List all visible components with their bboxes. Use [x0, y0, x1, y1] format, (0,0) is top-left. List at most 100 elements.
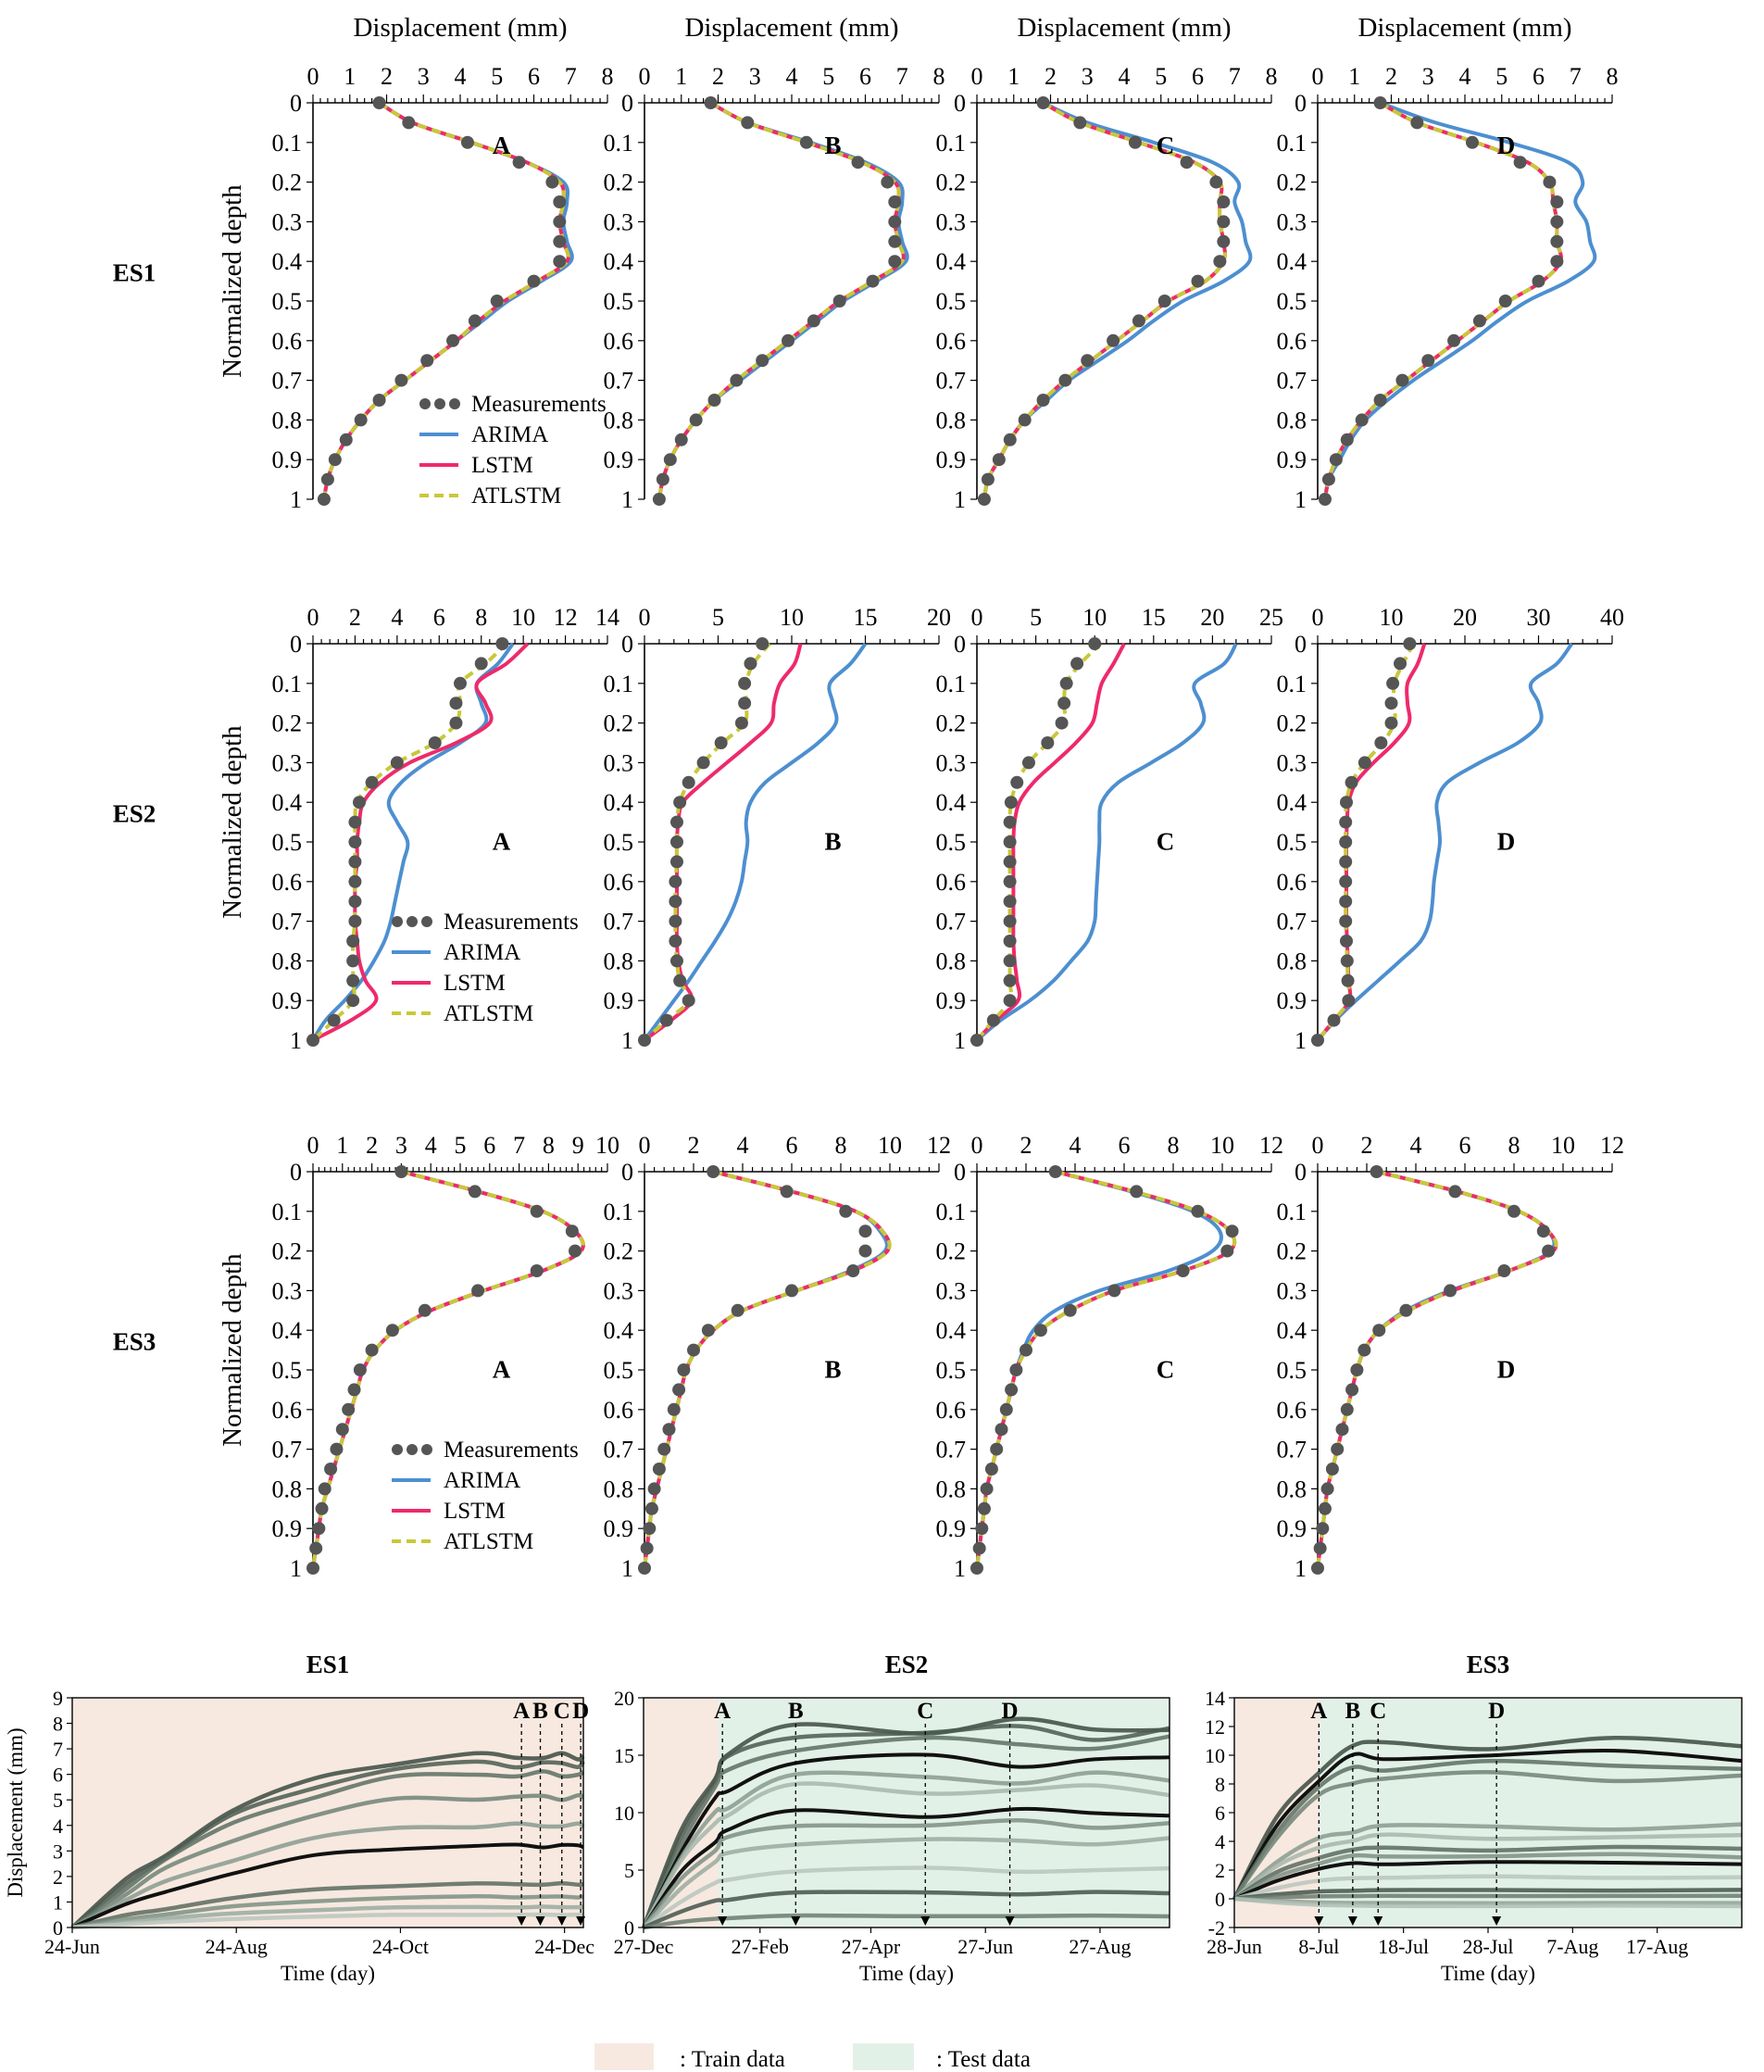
- measurement-point: [1009, 1363, 1023, 1376]
- measurement-point: [659, 1013, 673, 1027]
- measurement-point: [701, 1324, 715, 1337]
- x-tick-label: 0: [1312, 1132, 1324, 1159]
- measurement-point: [977, 1501, 991, 1515]
- measurement-point: [553, 195, 567, 208]
- y-tick-label: 0.1: [272, 671, 303, 697]
- profile-panel-es3-b: 0 2 4 6 8 10 12 0 0.1 0.2 0.3 0.4 0.5 0.6 0.7 0.8 0.9 1 B: [604, 1132, 952, 1582]
- y-tick-label: 0: [1295, 90, 1307, 117]
- measurement-point: [1313, 1541, 1327, 1555]
- measurement-point: [799, 135, 813, 149]
- y-tick-label: 0.6: [272, 869, 303, 896]
- measurement-point: [673, 796, 687, 810]
- marker-label: A: [513, 1699, 530, 1724]
- y-tick-label: 0.6: [936, 1397, 967, 1424]
- measurement-point: [1058, 373, 1072, 387]
- x-tick-label: 3: [1082, 63, 1094, 90]
- arima-line: [657, 101, 909, 500]
- measurement-point: [1041, 736, 1055, 749]
- x-tick-label: 15: [1142, 604, 1166, 631]
- y-tick-label: 0.4: [272, 789, 303, 816]
- measurement-point: [1339, 835, 1353, 848]
- measurement-point: [1403, 637, 1417, 650]
- y-tick-label: -2: [1208, 1916, 1225, 1940]
- y-tick-label: 0.2: [272, 710, 303, 737]
- measurement-point: [342, 1402, 356, 1416]
- measurement-point: [1340, 954, 1354, 968]
- y-tick-label: 0.6: [936, 328, 967, 355]
- panel-letter: C: [1157, 828, 1175, 856]
- displacement-line: [641, 1734, 1170, 1928]
- measurement-point: [1339, 874, 1353, 888]
- y-tick-label: 0.6: [272, 328, 303, 355]
- y-axis-title: Displacement (mm): [4, 1727, 27, 1897]
- y-tick-label: 0.8: [1277, 948, 1307, 974]
- legend-measurements-marker: [407, 1444, 418, 1455]
- panel-title: ES1: [307, 1651, 350, 1678]
- x-tick-label: 5: [712, 604, 724, 631]
- lstm-line: [1316, 643, 1427, 1042]
- profile-panel-es1-b: 0 1 2 3 4 5 6 7 800.10.20.30.40.50.60.70.80.91Di…: [604, 13, 945, 513]
- profile-panel-es3-d: 0 2 4 6 8 10 12 0 0.1 0.2 0.3 0.4 0.5 0.6 0.7 0.8 0.9 1 D: [1277, 1132, 1625, 1582]
- y-tick-label: 0.3: [272, 749, 303, 776]
- measurement-point: [1020, 1343, 1032, 1357]
- measurement-point: [1059, 676, 1073, 690]
- measurement-point: [1373, 394, 1387, 407]
- x-tick-label: 24-Dec: [534, 1935, 594, 1958]
- y-tick-label: 0.1: [1277, 1199, 1307, 1225]
- test-label: : Test data: [936, 2047, 1031, 2072]
- x-tick-label: 6: [786, 1132, 798, 1159]
- y-tick-label: 0.6: [1277, 1397, 1307, 1424]
- x-tick-label: 1: [675, 63, 687, 90]
- x-tick-label: 18-Jul: [1378, 1935, 1429, 1958]
- y-tick-label: 0.9: [1277, 987, 1307, 1014]
- x-tick-label: 4: [786, 63, 798, 90]
- measurement-point: [738, 697, 752, 710]
- marker-label: D: [1002, 1699, 1019, 1724]
- measurement-point: [647, 1482, 661, 1496]
- measurement-point: [1021, 756, 1035, 770]
- arima-line: [1316, 642, 1573, 1042]
- x-axis-title: Time (day): [859, 1962, 954, 1985]
- displacement-line: [642, 1781, 1170, 1929]
- y-tick-label: 0.9: [272, 1515, 303, 1542]
- x-tick-label: 4: [1410, 1132, 1422, 1159]
- measurement-point: [1048, 1165, 1062, 1178]
- x-axis-title: Displacement (mm): [1017, 13, 1231, 43]
- y-tick-label: 0.2: [936, 1238, 967, 1265]
- displacement-line: [1233, 1860, 1743, 1901]
- y-tick-label: 0.7: [936, 1437, 967, 1463]
- measurement-point: [652, 493, 666, 506]
- x-tick-label: 7: [513, 1132, 525, 1159]
- marker-label: B: [1345, 1699, 1361, 1724]
- atlstm-line: [1316, 643, 1416, 1042]
- measurement-point: [1550, 215, 1564, 229]
- measurement-point: [1209, 175, 1223, 189]
- x-tick-label: 0: [639, 63, 651, 90]
- measurement-point: [782, 333, 795, 347]
- measurement-point: [468, 1185, 482, 1199]
- measurement-point: [1497, 1264, 1511, 1277]
- measurement-point: [970, 1034, 983, 1047]
- y-tick-label: 0.4: [936, 789, 967, 816]
- measurement-point: [553, 234, 567, 248]
- measurement-point: [1157, 295, 1171, 308]
- y-tick-label: 0.1: [604, 1199, 634, 1225]
- measurement-point: [682, 994, 695, 1008]
- y-tick-label: 0.1: [604, 130, 634, 157]
- lstm-line: [643, 643, 803, 1042]
- profile-panel-es1-d: 0 1 2 3 4 5 6 7 800.10.20.30.40.50.60.70.80.91Di…: [1277, 13, 1619, 513]
- y-tick-label: 1: [954, 1555, 966, 1582]
- y-tick-label: 0.7: [1277, 909, 1307, 936]
- measurement-point: [346, 973, 360, 987]
- measurement-point: [449, 697, 463, 710]
- y-tick-label: 0: [1295, 1159, 1307, 1186]
- y-tick-label: 0: [621, 1159, 633, 1186]
- y-tick-label: 0.8: [272, 948, 303, 974]
- measurement-point: [565, 1224, 579, 1238]
- measurement-point: [1340, 1402, 1354, 1416]
- measurement-point: [1088, 637, 1102, 650]
- measurement-point: [1532, 274, 1545, 288]
- measurement-point: [309, 1541, 323, 1555]
